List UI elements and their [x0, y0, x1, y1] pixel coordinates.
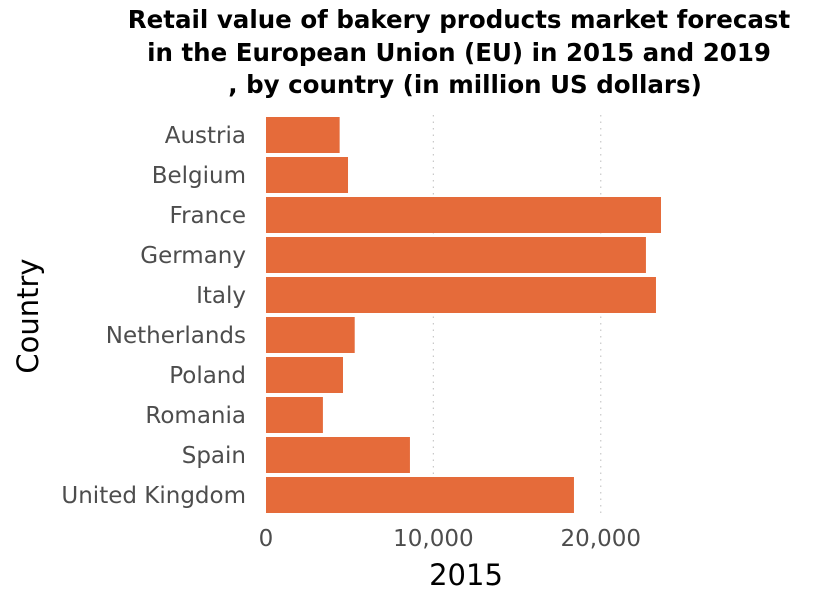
category-label-united-kingdom: United Kingdom	[61, 483, 246, 509]
bar-united-kingdom	[266, 477, 574, 513]
x-tick-label-0: 0	[259, 526, 274, 552]
category-label-italy: Italy	[196, 283, 246, 309]
x-axis-title: 2015	[429, 558, 503, 592]
bars	[266, 117, 661, 513]
bar-france	[266, 197, 661, 233]
bar-netherlands	[266, 317, 355, 353]
category-label-netherlands: Netherlands	[106, 323, 246, 349]
bar-italy	[266, 277, 656, 313]
x-tick-label-2: 20,000	[561, 526, 641, 552]
bar-romania	[266, 397, 323, 433]
category-label-austria: Austria	[165, 123, 246, 149]
bar-spain	[266, 437, 410, 473]
gridlines	[432, 115, 602, 515]
bar-belgium	[266, 157, 349, 193]
chart-title-line-3: , by country (in million US dollars)	[228, 70, 702, 99]
y-axis-title: Country	[11, 258, 45, 373]
chart-title: Retail value of bakery products market f…	[128, 5, 791, 99]
category-label-romania: Romania	[145, 403, 246, 429]
category-label-spain: Spain	[182, 443, 246, 469]
x-tick-label-1: 10,000	[393, 526, 473, 552]
category-label-belgium: Belgium	[152, 163, 246, 189]
chart-title-line-2: in the European Union (EU) in 2015 and 2…	[147, 38, 771, 67]
bar-germany	[266, 237, 646, 273]
category-labels: Austria Belgium France Germany Italy Netherla…	[61, 123, 246, 509]
category-label-poland: Poland	[169, 363, 246, 389]
category-label-germany: Germany	[140, 243, 246, 269]
bar-poland	[266, 357, 343, 393]
chart-title-line-1: Retail value of bakery products market f…	[128, 5, 791, 34]
x-tick-labels: 0 10,000 20,000	[259, 526, 641, 552]
category-label-france: France	[170, 203, 246, 229]
bar-austria	[266, 117, 340, 153]
